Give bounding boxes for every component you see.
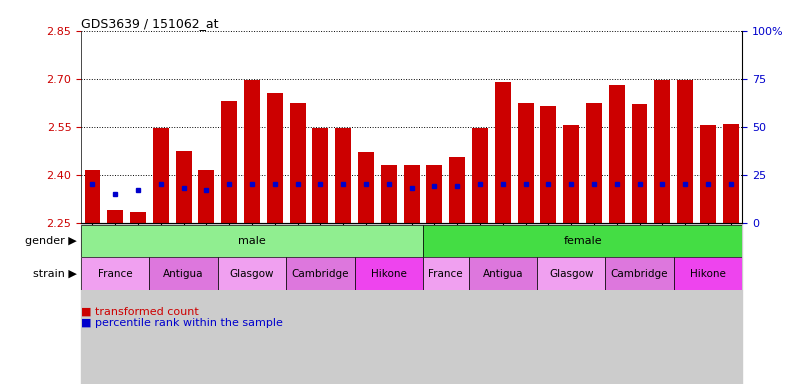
Bar <box>354 257 423 290</box>
Bar <box>674 257 742 290</box>
Bar <box>286 257 354 290</box>
Text: Glasgow: Glasgow <box>230 268 274 279</box>
Bar <box>605 257 674 290</box>
Text: GDS3639 / 151062_at: GDS3639 / 151062_at <box>81 17 219 30</box>
Bar <box>153 128 169 223</box>
Bar <box>199 170 214 223</box>
Text: France: France <box>98 268 133 279</box>
Text: Cambridge: Cambridge <box>611 268 668 279</box>
Bar <box>609 85 624 223</box>
Bar <box>540 106 556 223</box>
Bar <box>149 257 218 290</box>
Bar <box>472 128 488 223</box>
Bar <box>469 257 537 290</box>
Bar <box>358 152 374 223</box>
Bar <box>290 103 306 223</box>
Bar <box>335 128 351 223</box>
Bar <box>677 80 693 223</box>
Text: France: France <box>428 268 463 279</box>
Bar <box>586 103 602 223</box>
Text: Antigua: Antigua <box>163 268 204 279</box>
Text: gender ▶: gender ▶ <box>25 236 77 246</box>
Bar <box>107 210 123 223</box>
Bar <box>632 104 647 223</box>
Bar <box>218 257 286 290</box>
Bar <box>81 223 742 384</box>
Text: female: female <box>563 236 602 246</box>
Text: Glasgow: Glasgow <box>549 268 594 279</box>
Bar <box>495 82 511 223</box>
Bar <box>267 93 283 223</box>
Bar <box>244 80 260 223</box>
Bar <box>130 212 146 223</box>
Text: strain ▶: strain ▶ <box>33 268 77 279</box>
Bar <box>312 128 328 223</box>
Bar <box>537 257 605 290</box>
Bar <box>563 125 579 223</box>
Bar <box>423 257 469 290</box>
Bar <box>723 124 739 223</box>
Bar <box>423 225 742 257</box>
Text: Hikone: Hikone <box>371 268 407 279</box>
Text: ■ transformed count: ■ transformed count <box>81 307 199 317</box>
Bar <box>700 125 716 223</box>
Bar <box>84 170 101 223</box>
Text: ■ percentile rank within the sample: ■ percentile rank within the sample <box>81 318 283 328</box>
Bar <box>81 225 423 257</box>
Text: Cambridge: Cambridge <box>292 268 350 279</box>
Bar <box>517 103 534 223</box>
Bar <box>654 80 670 223</box>
Text: male: male <box>238 236 266 246</box>
Text: Antigua: Antigua <box>483 268 523 279</box>
Bar <box>427 165 442 223</box>
Bar <box>404 165 419 223</box>
Bar <box>381 165 397 223</box>
Bar <box>449 157 466 223</box>
Text: Hikone: Hikone <box>690 268 726 279</box>
Bar <box>176 151 191 223</box>
Bar <box>81 257 149 290</box>
Bar <box>221 101 238 223</box>
